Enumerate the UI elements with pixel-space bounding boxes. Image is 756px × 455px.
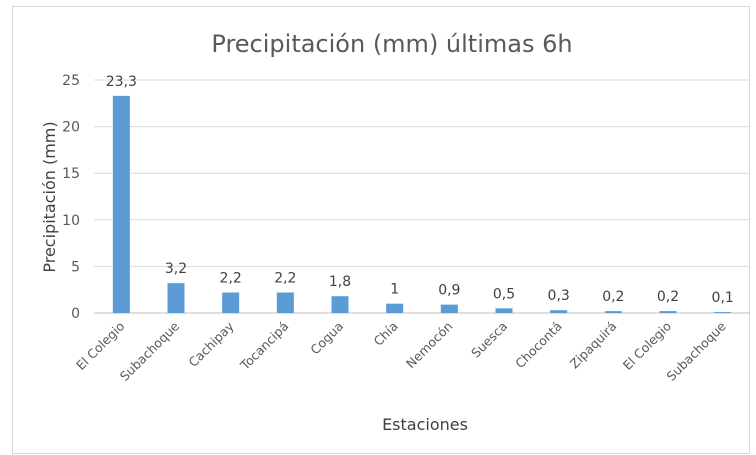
bar — [222, 292, 240, 313]
data-label: 1 — [390, 282, 399, 298]
data-label: 0,3 — [548, 288, 570, 304]
data-label: 0,9 — [438, 283, 460, 299]
y-tick-label: 15 — [62, 166, 80, 182]
bar — [714, 312, 732, 313]
x-tick-label: Chocontá — [512, 319, 565, 372]
bar — [550, 310, 568, 313]
y-tick-label: 25 — [62, 73, 80, 89]
data-label: 2,2 — [274, 270, 296, 286]
data-label: 3,2 — [165, 261, 187, 277]
y-tick-label: 20 — [62, 120, 80, 136]
x-tick-label: Cachipay — [185, 318, 237, 370]
data-label: 0,2 — [657, 289, 679, 305]
x-tick-label: Suesca — [468, 319, 510, 361]
bar — [112, 95, 130, 314]
chart-frame — [12, 6, 750, 454]
bar — [604, 311, 622, 313]
data-labels: 23,3 3,2 2,2 2,2 1,8 1 0,9 0,5 0,3 0,2 0,2 0,1 — [106, 74, 734, 306]
data-label: 1,8 — [329, 274, 351, 290]
chart-title: Precipitación (mm) últimas 6h — [211, 30, 572, 58]
x-tick-label: Zipaquirá — [567, 319, 620, 372]
x-tick-label: Nemocón — [403, 319, 456, 372]
y-tick-label: 0 — [71, 306, 80, 322]
x-tick-label: Subachoque — [117, 318, 183, 384]
bar — [659, 311, 677, 313]
data-label: 0,2 — [602, 289, 624, 305]
gridlines — [94, 79, 750, 314]
data-label: 0,1 — [712, 290, 734, 306]
data-label: 23,3 — [106, 74, 137, 90]
bar — [276, 292, 294, 313]
x-tick-label: El Colegio — [620, 319, 674, 373]
x-tick-label: El Colegio — [73, 319, 127, 373]
bar — [495, 308, 513, 313]
bar — [440, 304, 458, 313]
data-label: 0,5 — [493, 286, 515, 302]
bar — [386, 303, 404, 313]
bar — [167, 283, 185, 313]
y-axis-title: Precipitación (mm) — [40, 121, 59, 272]
bars — [112, 95, 732, 314]
y-tick-label: 10 — [62, 213, 80, 229]
x-tick-label: Cogua — [307, 319, 346, 358]
x-tick-label: Tocancipá — [237, 319, 292, 374]
x-tick-label: Subachoque — [663, 318, 729, 384]
bar — [331, 296, 349, 313]
y-axis-ticks: 0 5 10 15 20 25 — [62, 73, 80, 322]
x-tick-label: Chía — [371, 319, 401, 349]
data-label: 2,2 — [220, 270, 242, 286]
x-axis-title: Estaciones — [382, 415, 468, 434]
y-tick-label: 5 — [71, 259, 80, 275]
